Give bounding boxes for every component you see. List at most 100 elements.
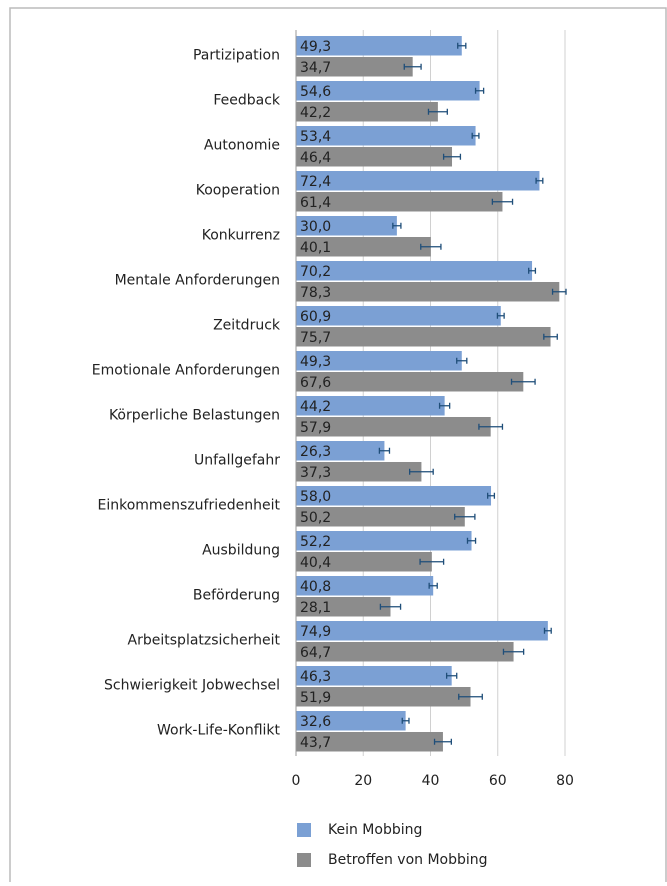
legend-label: Kein Mobbing [328,822,422,838]
value-label: 49,3 [300,354,331,370]
value-label: 42,2 [300,105,331,121]
value-label: 75,7 [300,330,331,346]
bar [296,261,533,281]
error-bar [428,582,438,589]
value-label: 26,3 [300,444,331,460]
value-label: 67,6 [300,375,331,391]
y-tick-label: Emotionale Anforderungen [92,363,280,379]
error-bar [456,357,468,364]
x-tick-label: 20 [354,773,372,789]
error-bar [458,693,483,700]
error-bar [502,648,525,655]
value-label: 50,2 [300,510,331,526]
value-label: 44,2 [300,399,331,415]
value-label: 74,9 [300,624,331,640]
error-bar [378,447,391,454]
bar [296,237,431,257]
value-label: 58,0 [300,489,331,505]
error-bar [466,537,477,544]
bar [296,507,465,527]
y-tick-label: Autonomie [204,138,280,154]
value-label: 51,9 [300,690,331,706]
x-tick-label: 0 [292,773,301,789]
bar [296,81,480,101]
legend-swatch [297,823,311,837]
y-tick-label: Mentale Anforderungen [115,273,280,289]
error-bar [478,423,504,430]
value-label: 46,3 [300,669,331,685]
bar [296,171,540,191]
error-bar [392,222,402,229]
value-label: 61,4 [300,195,331,211]
error-bar [474,87,485,94]
y-tick-label: Feedback [213,93,281,109]
error-bar [496,312,505,319]
bar [296,732,443,752]
bar [296,216,397,236]
bar [296,417,491,437]
y-tick-label: Kooperation [196,183,280,199]
value-label: 54,6 [300,84,331,100]
bar [296,576,434,596]
error-bar [427,108,448,115]
error-bar [438,402,451,409]
value-label: 49,3 [300,39,331,55]
frame [9,7,667,882]
y-tick-label: Zeitdruck [213,318,281,334]
bar [296,642,514,662]
error-bar [401,717,410,724]
error-bar [528,267,537,274]
y-tick-label: Partizipation [193,48,280,64]
bar [296,327,551,347]
bar [296,192,503,212]
error-bar [442,153,462,160]
bar [296,711,406,731]
value-label: 43,7 [300,735,331,751]
value-label: 60,9 [300,309,331,325]
value-label: 53,4 [300,129,331,145]
value-label: 32,6 [300,714,331,730]
error-bar [419,558,445,565]
y-tick-label: Arbeitsplatzsicherheit [128,633,281,649]
error-bar [471,132,480,139]
error-bar [491,198,514,205]
bar [296,351,462,371]
bar [296,687,471,707]
y-tick-label: Schwierigkeit Jobwechsel [104,678,280,694]
value-label: 64,7 [300,645,331,661]
bar [296,552,432,572]
error-bar [433,738,452,745]
error-bar [409,468,434,475]
y-tick-label: Beförderung [193,588,280,604]
error-bar [535,177,544,184]
y-tick-label: Unfallgefahr [194,453,280,469]
bar [296,57,413,77]
y-tick-label: Einkommenszufriedenheit [98,498,281,514]
bar [296,306,501,326]
bar [296,531,472,551]
legend-swatch [297,853,311,867]
value-label: 70,2 [300,264,331,280]
x-tick-label: 80 [556,773,574,789]
value-label: 78,3 [300,285,331,301]
bar [296,36,462,56]
bar [296,126,476,146]
value-label: 34,7 [300,60,331,76]
legend-label: Betroffen von Mobbing [328,852,488,868]
bar [296,282,560,302]
x-tick-label: 60 [489,773,507,789]
error-bar [510,378,536,385]
bar [296,372,524,392]
error-bar [445,672,458,679]
bar [296,102,438,122]
value-label: 46,4 [300,150,331,166]
bar [296,621,548,641]
y-tick-label: Körperliche Belastungen [109,408,280,424]
error-bar [454,513,476,520]
value-label: 72,4 [300,174,331,190]
value-label: 30,0 [300,219,331,235]
error-bar [543,333,558,340]
y-tick-label: Ausbildung [202,543,280,559]
y-tick-label: Work-Life-Konflikt [157,723,281,739]
